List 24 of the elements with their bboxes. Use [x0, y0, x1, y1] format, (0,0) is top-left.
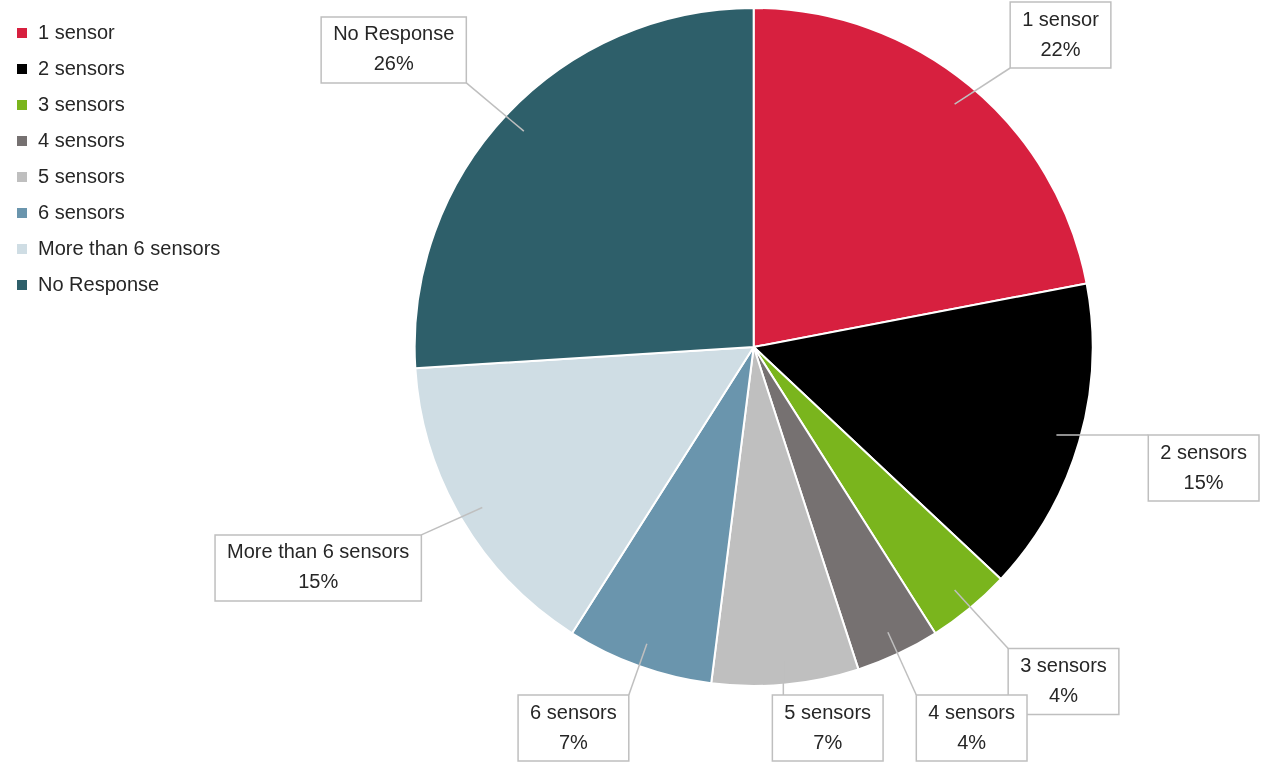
legend-label: 5 sensors [38, 164, 125, 187]
data-label: 7% [558, 730, 589, 753]
legend-label: 1 sensor [38, 20, 116, 43]
slice-label: 1 sensor [1022, 7, 1100, 30]
data-label: 7% [813, 730, 843, 753]
data-label: 22% [1040, 37, 1081, 60]
slice-label: 5 sensors [784, 700, 872, 723]
legend-label: 4 sensors [38, 128, 125, 151]
data-label: 15% [298, 570, 339, 593]
slice-label: 2 sensors [1160, 440, 1247, 463]
data-label: 15% [1183, 470, 1224, 493]
data-label: 26% [373, 52, 414, 75]
legend-label: More than 6 sensors [38, 236, 221, 259]
legend-label: 6 sensors [38, 200, 125, 223]
slice-label: 4 sensors [928, 700, 1016, 723]
data-label: 4% [1049, 683, 1079, 706]
slice-label: More than 6 sensors [227, 540, 410, 563]
slice-label: 3 sensors [1020, 653, 1107, 676]
slice-label: 6 sensors [530, 700, 617, 723]
legend-label: 2 sensors [38, 56, 125, 79]
data-label: 4% [957, 730, 987, 753]
legend-label: 3 sensors [38, 92, 125, 115]
legend-label: No Response [38, 272, 160, 295]
slice-label: No Response [333, 22, 455, 45]
